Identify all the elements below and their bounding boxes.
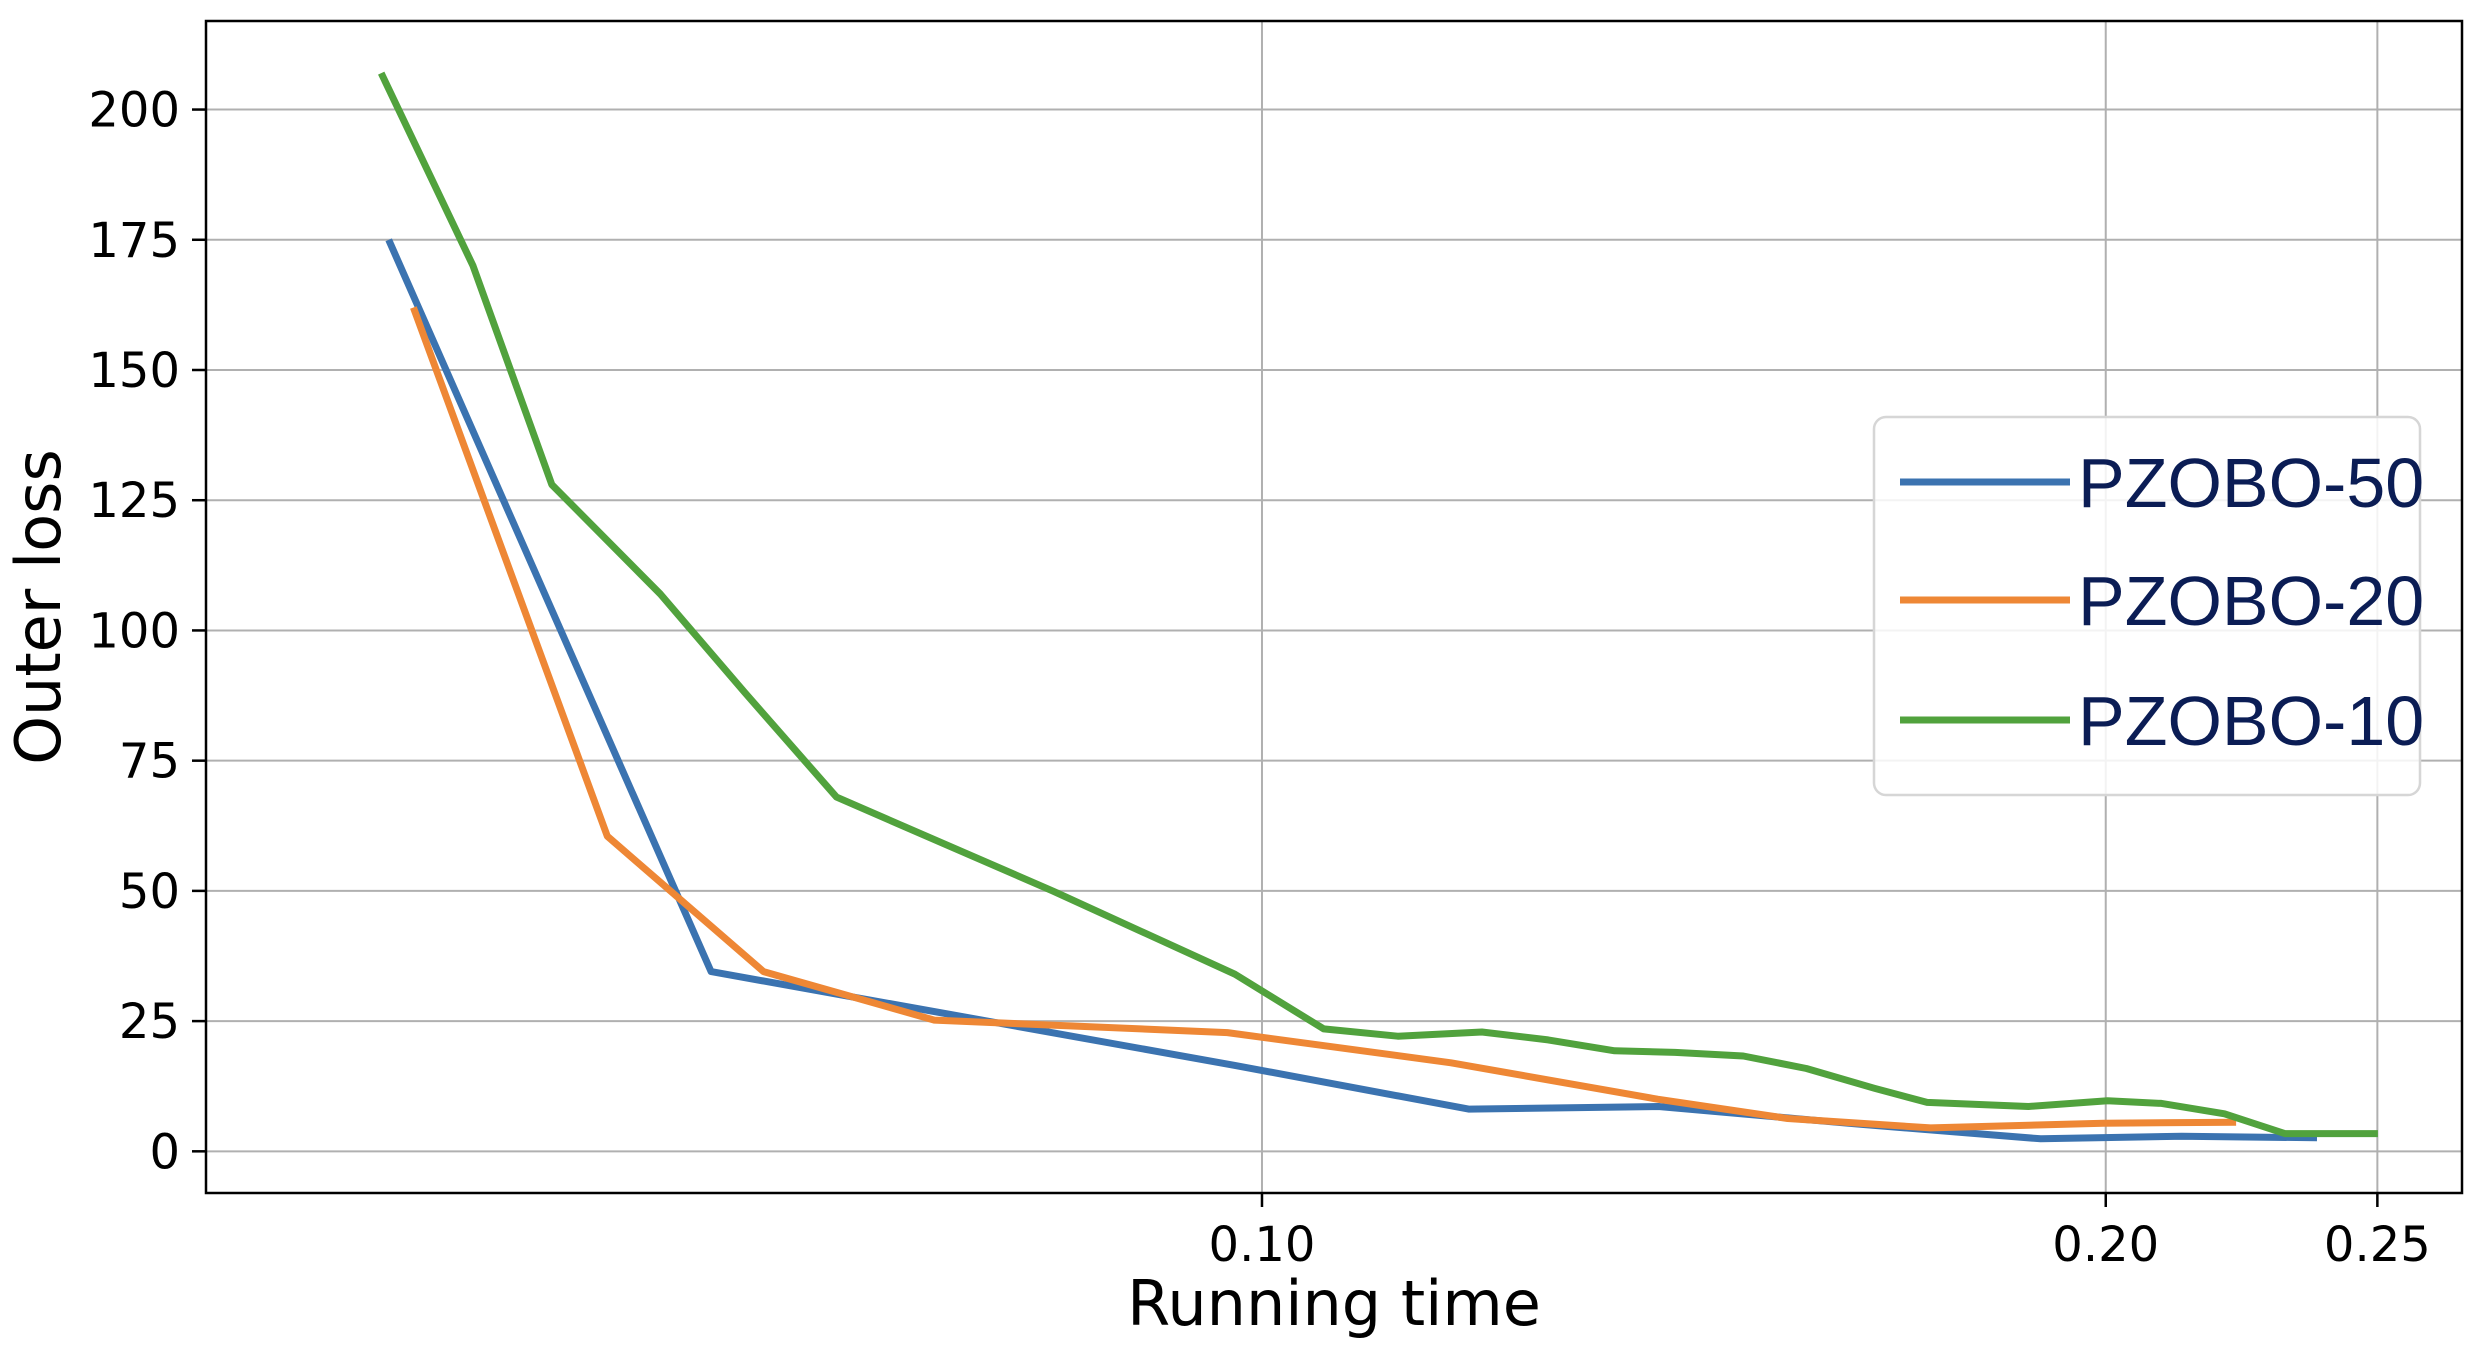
x-tick-label: 0.25 — [2324, 1217, 2431, 1273]
plot-frame — [204, 19, 2464, 1195]
x-tick-label: 0.10 — [1209, 1217, 1316, 1273]
y-tick-label: 0 — [149, 1124, 180, 1180]
y-tick-label: 200 — [88, 83, 180, 139]
legend-label: PZOBO-20 — [2078, 562, 2424, 640]
legend-label: PZOBO-50 — [2078, 444, 2424, 522]
y-tick-label: 125 — [88, 473, 180, 529]
y-tick-label: 175 — [88, 213, 180, 269]
y-tick-label: 150 — [88, 343, 180, 399]
legend-label: PZOBO-10 — [2078, 682, 2424, 760]
x-axis-label: Running time — [1127, 1267, 1541, 1340]
y-tick-label: 100 — [88, 603, 180, 659]
series-line-pzobo-10 — [378, 71, 2378, 1138]
axis-ticks: 0 25 50 75 100 125 150 175 200 0.10 0.20 0.25 — [88, 83, 2430, 1273]
x-tick-label: 0.20 — [2052, 1217, 2159, 1273]
y-tick-label: 25 — [119, 994, 180, 1050]
series-line-pzobo-20 — [410, 306, 2237, 1132]
legend: PZOBO-50 PZOBO-20 PZOBO-10 — [1872, 415, 2424, 797]
y-tick-label: 75 — [119, 734, 180, 790]
y-tick-label: 50 — [119, 864, 180, 920]
legend-box — [1872, 415, 2422, 797]
series-lines — [378, 71, 2378, 1143]
y-axis-label: Outer loss — [2, 449, 75, 765]
